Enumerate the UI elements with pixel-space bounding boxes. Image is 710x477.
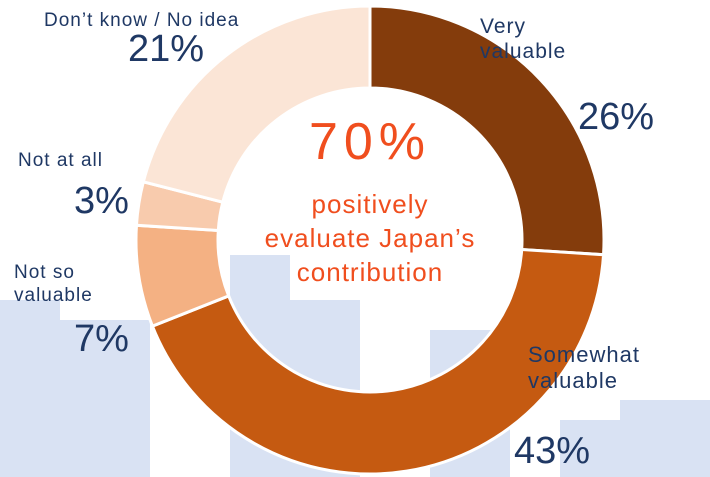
slice-label: Somewhat valuable	[528, 342, 710, 395]
value-label: 3%	[74, 180, 129, 223]
slice-label: Not at all	[18, 150, 148, 173]
slice-label: Not so valuable	[14, 262, 124, 308]
value-label: 7%	[74, 318, 129, 361]
value-label: 26%	[578, 96, 654, 139]
value-label: 21%	[128, 28, 204, 71]
center-text: positively evaluate Japan’s contribution	[255, 188, 485, 289]
center-headline: 70%	[260, 112, 480, 172]
chart: 70% positively evaluate Japan’s contribu…	[0, 0, 710, 477]
slice-label: Very valuable	[480, 14, 610, 64]
value-label: 43%	[514, 430, 590, 473]
